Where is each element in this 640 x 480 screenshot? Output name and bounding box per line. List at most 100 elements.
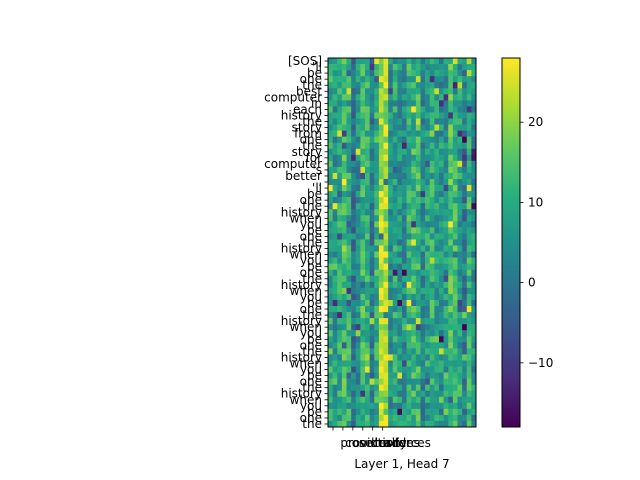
heatmap-cell [448,215,454,222]
heatmap-cell [360,58,366,65]
heatmap-cell [388,372,394,379]
heatmap-cell [420,154,426,162]
heatmap-cell [415,281,421,289]
heatmap-cell [406,166,412,174]
heatmap-cell [365,330,370,337]
heatmap-cell [411,221,417,228]
heatmap-cell [411,318,417,325]
heatmap-cell [411,390,417,398]
heatmap-cell [402,299,407,307]
heatmap-cell [332,312,338,319]
heatmap-cell [443,118,449,125]
heatmap-cell [360,293,366,301]
heatmap-cell [411,324,417,331]
heatmap-cell [355,245,361,252]
heatmap-cell [397,378,403,385]
colorbar-tick-label: 10 [528,195,543,209]
heatmap-cell [411,312,417,319]
heatmap-cell [439,336,444,343]
heatmap-cell [429,348,435,355]
y-tick-label: you [300,326,322,340]
heatmap-cell [341,136,347,143]
heatmap-cell [443,209,449,216]
heatmap-cell [434,178,440,186]
heatmap-cell [332,166,338,174]
heatmap-cell [337,275,343,283]
heatmap-cell [415,76,421,83]
heatmap-cell [360,142,366,150]
heatmap-cell [383,178,389,186]
heatmap-cell [443,275,449,283]
heatmap-cell [462,306,468,313]
heatmap-cell [365,136,370,143]
heatmap-cell [397,390,403,398]
heatmap-cell [369,414,375,422]
heatmap-cell [328,378,333,385]
heatmap-cell [448,233,454,240]
heatmap-cell [378,263,384,271]
heatmap-cell [434,336,440,343]
heatmap-cell [443,348,449,355]
heatmap-cell [355,76,361,83]
heatmap-cell [374,88,380,95]
heatmap-cell [443,82,449,89]
heatmap-cell [411,88,417,95]
heatmap-cell [406,178,412,186]
heatmap-cell [411,76,417,83]
heatmap-cell [429,130,435,137]
heatmap-cell [402,420,407,428]
heatmap-cell [466,257,472,264]
heatmap-cell [378,88,384,95]
y-tick-label: 'll [312,60,322,74]
heatmap-cell [425,148,431,156]
heatmap-cell [337,82,343,89]
heatmap-cell [374,390,380,398]
heatmap-cell [337,142,343,150]
heatmap-cell [462,203,468,210]
heatmap-cell [425,324,431,331]
heatmap-cell [346,239,352,246]
heatmap-cell [355,360,361,367]
heatmap-cell [374,275,380,283]
y-tick-label: be [307,223,322,237]
heatmap-cell [425,76,431,83]
heatmap-cell [406,191,412,198]
heatmap-cell [337,330,343,337]
heatmap-cell [429,390,435,398]
heatmap-cell [341,396,347,404]
heatmap-cell [383,348,389,355]
heatmap-cell [425,112,431,119]
heatmap-cell [429,360,435,367]
heatmap-cell [462,318,468,325]
heatmap-cell [351,342,357,349]
heatmap-cell [425,251,431,258]
heatmap-cell [425,354,431,361]
heatmap-cell [374,366,380,373]
heatmap-cell [374,299,380,307]
heatmap-cell [388,348,394,355]
y-tick-label: one [300,266,322,280]
heatmap-cell [369,142,375,150]
heatmap-cell [378,360,384,367]
heatmap-cell [415,160,421,168]
heatmap-cell [406,299,412,307]
heatmap-cell [406,275,412,283]
heatmap-cell [360,191,366,198]
heatmap-cell [369,215,375,222]
heatmap-cell [420,360,426,367]
heatmap-cell [443,160,449,168]
heatmap-cell [355,275,361,283]
heatmap-cell [457,378,463,385]
heatmap-cell [369,269,375,277]
heatmap-cell [392,166,398,174]
heatmap-cell [420,306,426,313]
heatmap-cell [392,390,398,398]
heatmap-cell [402,293,407,301]
heatmap-cell [392,354,398,361]
heatmap-cell [351,293,357,301]
heatmap-cell [337,100,343,107]
heatmap-cell [411,251,417,258]
heatmap-cell [415,58,421,65]
heatmap-cell [341,269,347,277]
heatmap-cell [411,118,417,125]
